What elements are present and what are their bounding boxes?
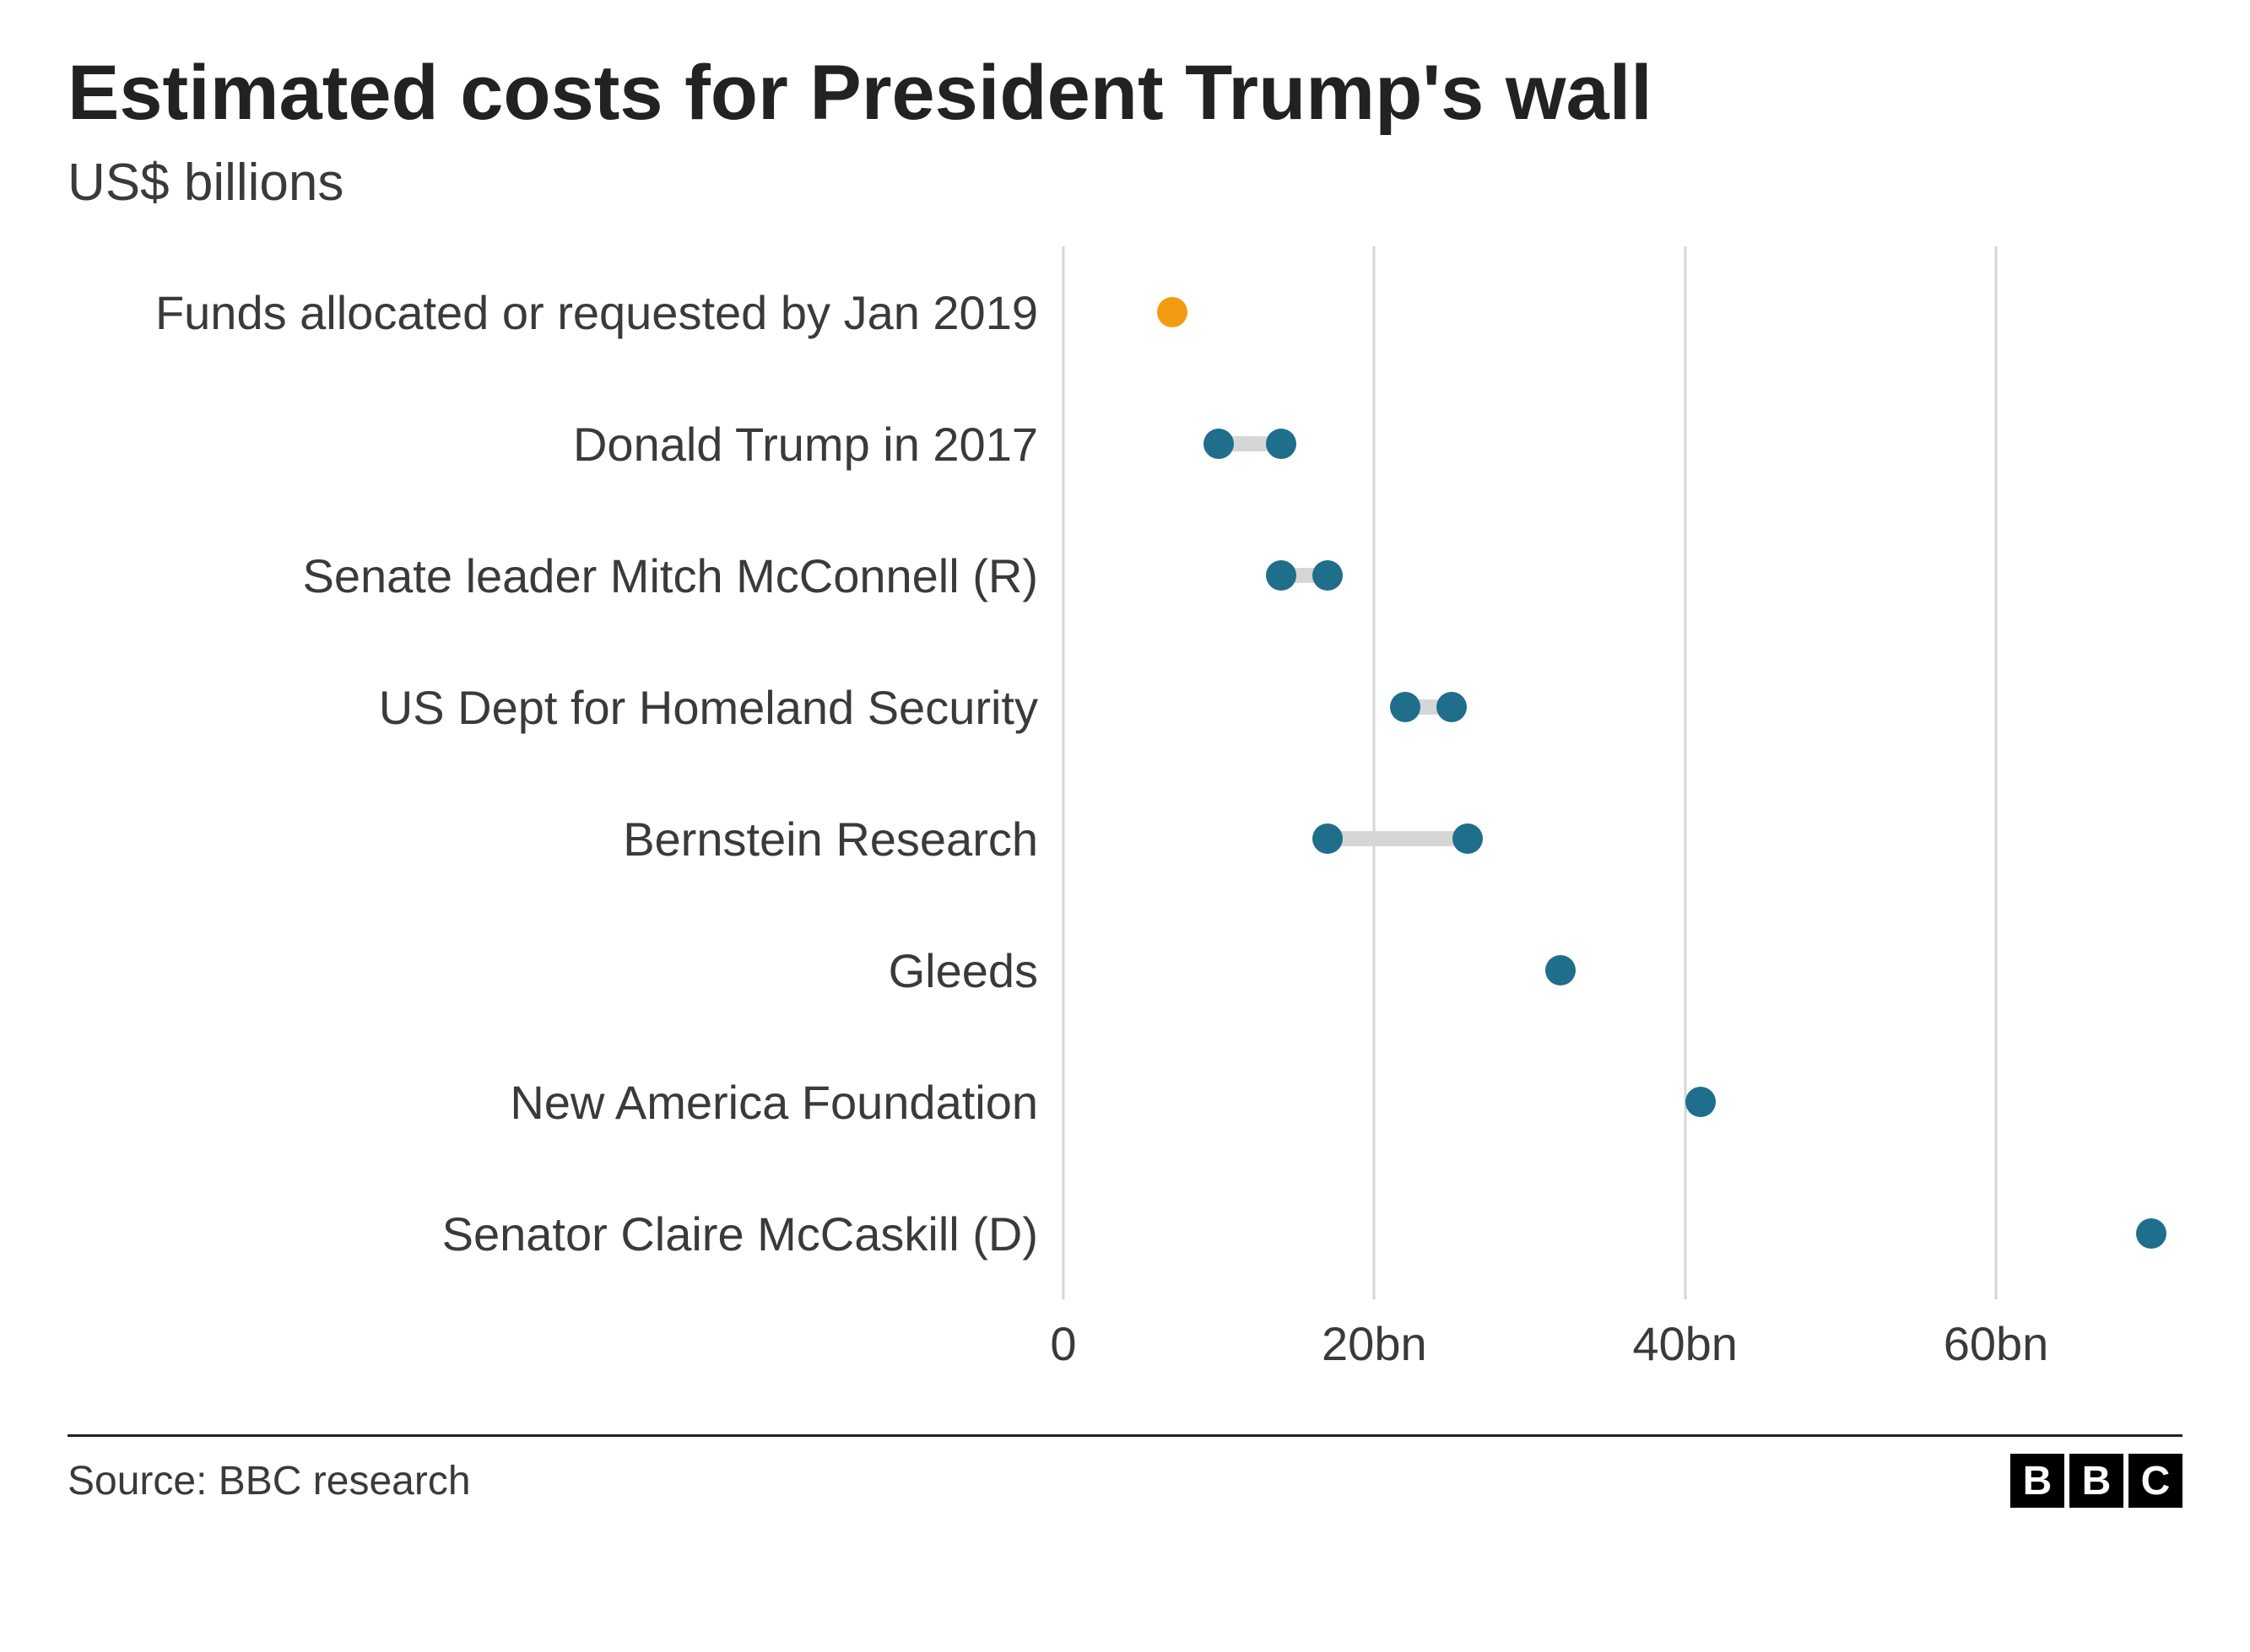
- data-row: Donald Trump in 2017: [68, 378, 2182, 510]
- row-track: [1063, 641, 2182, 773]
- data-point: [1685, 1087, 1716, 1117]
- data-row: Gleeds: [68, 904, 2182, 1036]
- chart-container: Estimated costs for President Trump's wa…: [0, 0, 2250, 1652]
- data-row: US Dept for Homeland Security: [68, 641, 2182, 773]
- data-point: [2136, 1218, 2166, 1249]
- x-axis-spacer: [68, 1299, 1063, 1401]
- chart-title: Estimated costs for President Trump's wa…: [68, 51, 2182, 136]
- bbc-logo: BBC: [2010, 1454, 2182, 1508]
- plot-area: Funds allocated or requested by Jan 2019…: [68, 246, 2182, 1299]
- data-row: Senator Claire McCaskill (D): [68, 1168, 2182, 1299]
- row-label: Funds allocated or requested by Jan 2019: [68, 285, 1063, 340]
- bbc-logo-box: B: [2069, 1454, 2123, 1508]
- data-point: [1312, 823, 1343, 854]
- x-tick-label: 40bn: [1632, 1316, 1738, 1371]
- data-point: [1436, 692, 1467, 722]
- row-label: New America Foundation: [68, 1075, 1063, 1130]
- row-track: [1063, 1168, 2182, 1299]
- data-point: [1157, 297, 1187, 327]
- row-label: Gleeds: [68, 943, 1063, 998]
- bbc-logo-box: C: [2128, 1454, 2182, 1508]
- row-label: Senator Claire McCaskill (D): [68, 1207, 1063, 1261]
- row-track: [1063, 1036, 2182, 1168]
- row-label: Senate leader Mitch McConnell (R): [68, 548, 1063, 603]
- data-point: [1266, 429, 1296, 459]
- x-tick-label: 60bn: [1944, 1316, 2049, 1371]
- chart-footer: Source: BBC research BBC: [68, 1434, 2182, 1508]
- data-row: Senate leader Mitch McConnell (R): [68, 510, 2182, 641]
- data-row: Funds allocated or requested by Jan 2019: [68, 246, 2182, 378]
- bbc-logo-box: B: [2010, 1454, 2064, 1508]
- x-tick-label: 20bn: [1322, 1316, 1427, 1371]
- data-point: [1203, 429, 1234, 459]
- row-label: Bernstein Research: [68, 812, 1063, 866]
- row-track: [1063, 510, 2182, 641]
- range-bar: [1328, 831, 1468, 846]
- row-track: [1063, 773, 2182, 904]
- data-row: New America Foundation: [68, 1036, 2182, 1168]
- x-axis: 0 20bn 40bn 60bn: [68, 1299, 2182, 1401]
- row-track: [1063, 378, 2182, 510]
- x-tick-label: 0: [1050, 1316, 1076, 1371]
- data-point: [1266, 560, 1296, 591]
- chart-subtitle: US$ billions: [68, 153, 2182, 213]
- row-label: Donald Trump in 2017: [68, 417, 1063, 472]
- rows-layer: Funds allocated or requested by Jan 2019…: [68, 246, 2182, 1299]
- data-row: Bernstein Research: [68, 773, 2182, 904]
- row-track: [1063, 904, 2182, 1036]
- row-label: US Dept for Homeland Security: [68, 680, 1063, 735]
- source-label: Source: BBC research: [68, 1458, 471, 1504]
- data-point: [1452, 823, 1483, 854]
- row-track: [1063, 246, 2182, 378]
- data-point: [1312, 560, 1343, 591]
- data-point: [1545, 955, 1576, 985]
- x-axis-track: 020bn40bn60bn: [1063, 1299, 2182, 1401]
- data-point: [1390, 692, 1420, 722]
